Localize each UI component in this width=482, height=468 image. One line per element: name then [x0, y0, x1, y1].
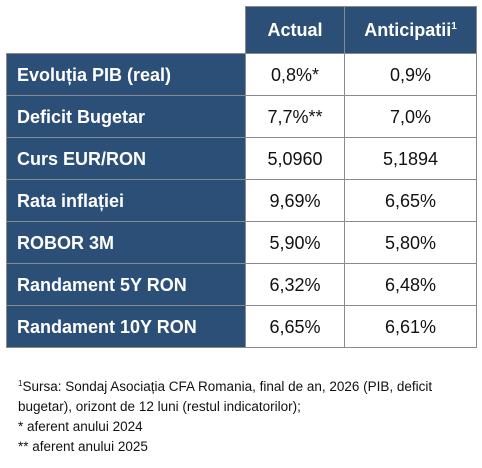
anticipated-value: 5,80%: [344, 221, 477, 264]
header-actual-label: Actual: [267, 20, 323, 40]
source-footnote-mark: 1: [18, 379, 23, 388]
actual-value: 5,0960: [245, 137, 345, 180]
actual-value: 5,90%: [245, 221, 345, 264]
indicators-table-container: Actual Anticipatii1 Evoluția PIB (real) …: [6, 6, 477, 348]
table-row: Deficit Bugetar 7,7%** 7,0%: [6, 95, 477, 138]
table-row: Rata inflației 9,69% 6,65%: [6, 179, 477, 222]
indicators-table: Actual Anticipatii1 Evoluția PIB (real) …: [6, 6, 477, 348]
actual-value: 9,69%: [245, 179, 345, 222]
footnotes: 1Sursa: Sondaj Asociația CFA Romania, fi…: [18, 377, 468, 457]
anticipated-value: 0,9%: [344, 53, 477, 96]
header-empty-cell: [6, 6, 246, 54]
source-note: 1Sursa: Sondaj Asociația CFA Romania, fi…: [18, 377, 468, 417]
table-row: Randament 10Y RON 6,65% 6,61%: [6, 305, 477, 348]
table-row: ROBOR 3M 5,90% 5,80%: [6, 221, 477, 264]
anticipated-value: 6,61%: [344, 305, 477, 348]
footnote-2024: * aferent anului 2024: [18, 419, 143, 434]
header-anticipated: Anticipatii1: [344, 6, 477, 54]
header-anticipated-label: Anticipatii: [364, 20, 452, 40]
footnote-2025: ** aferent anului 2025: [18, 439, 148, 454]
actual-value: 0,8%*: [245, 53, 345, 96]
row-label: Randament 5Y RON: [6, 263, 246, 306]
table-row: Curs EUR/RON 5,0960 5,1894: [6, 137, 477, 180]
source-text: Sursa: Sondaj Asociația CFA Romania, fin…: [18, 379, 433, 414]
actual-value: 6,65%: [245, 305, 345, 348]
table-row: Evoluția PIB (real) 0,8%* 0,9%: [6, 53, 477, 96]
header-anticipated-footnote-mark: 1: [451, 21, 457, 32]
header-actual: Actual: [245, 6, 345, 54]
row-label: Rata inflației: [6, 179, 246, 222]
anticipated-value: 6,65%: [344, 179, 477, 222]
row-label: Deficit Bugetar: [6, 95, 246, 138]
table-header-row: Actual Anticipatii1: [6, 6, 477, 54]
row-label: Evoluția PIB (real): [6, 53, 246, 96]
anticipated-value: 7,0%: [344, 95, 477, 138]
table-row: Randament 5Y RON 6,32% 6,48%: [6, 263, 477, 306]
actual-value: 6,32%: [245, 263, 345, 306]
row-label: ROBOR 3M: [6, 221, 246, 264]
anticipated-value: 6,48%: [344, 263, 477, 306]
row-label: Randament 10Y RON: [6, 305, 246, 348]
actual-value: 7,7%**: [245, 95, 345, 138]
anticipated-value: 5,1894: [344, 137, 477, 180]
row-label: Curs EUR/RON: [6, 137, 246, 180]
